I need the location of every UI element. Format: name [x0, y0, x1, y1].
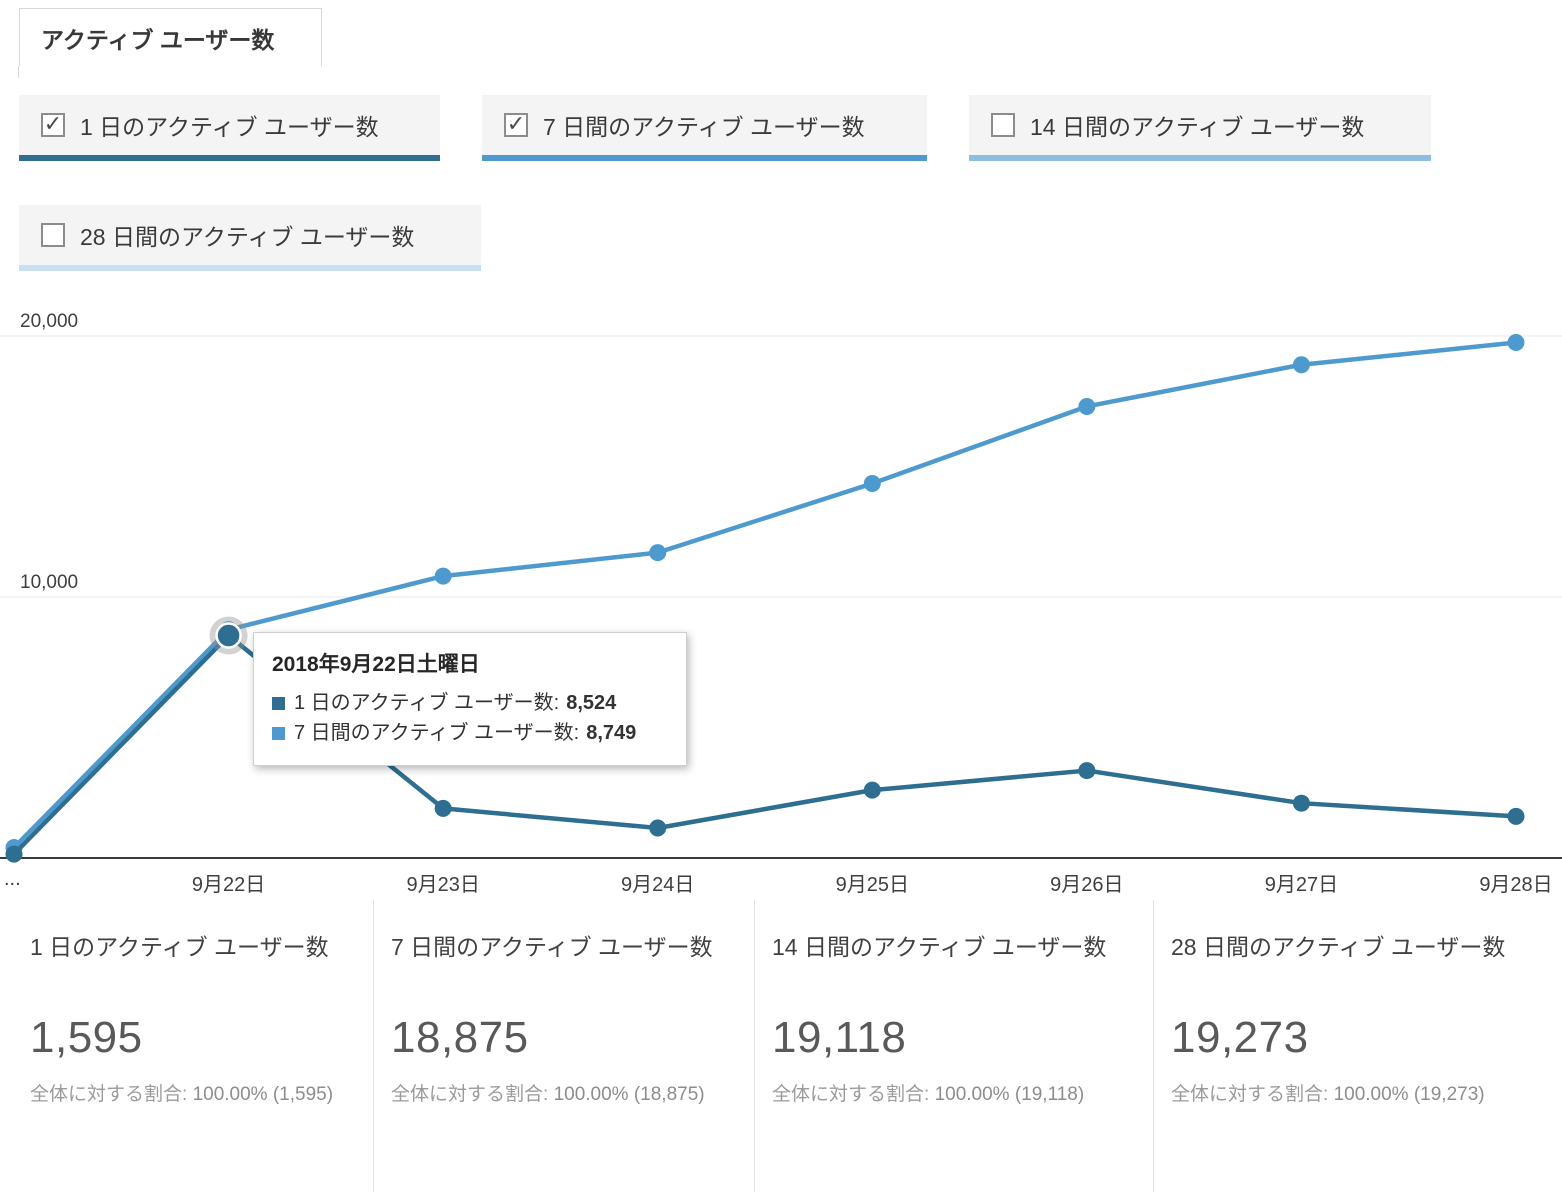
x-axis-label: 9月26日 — [1050, 874, 1124, 896]
data-point[interactable] — [649, 819, 667, 837]
card-value: 19,273 — [1171, 1013, 1309, 1062]
card-1-day-active-users: 1 日のアクティブ ユーザー数 1,595 全体に対する割合: 100.00% … — [0, 900, 374, 1192]
data-point[interactable] — [863, 781, 881, 799]
data-point[interactable] — [1292, 356, 1310, 374]
x-axis-label: 9月23日 — [406, 874, 480, 896]
panel-left-border — [18, 66, 19, 78]
x-axis-label: 9月28日 — [1479, 874, 1553, 896]
card-value: 18,875 — [391, 1013, 529, 1062]
x-axis-label: 9月22日 — [191, 874, 266, 896]
card-28-day-active-users: 28 日間のアクティブ ユーザー数 19,273 全体に対する割合: 100.0… — [1154, 900, 1562, 1192]
x-axis-label: 9月25日 — [835, 874, 909, 896]
tooltip-label: 7 日間のアクティブ ユーザー数: — [294, 722, 580, 744]
checkbox-28-day[interactable] — [41, 223, 65, 247]
share-value: 100.00% (19,118) — [934, 1084, 1085, 1105]
y-axis-label: 10,000 — [20, 572, 79, 593]
card-share: 全体に対する割合: 100.00% (19,118) — [772, 1080, 1102, 1109]
share-label: 全体に対する割合: — [30, 1084, 188, 1105]
series-color-underline — [19, 265, 481, 271]
toggle-label: 28 日間のアクティブ ユーザー数 — [80, 224, 415, 250]
series-color-underline — [969, 155, 1431, 161]
card-14-day-active-users: 14 日間のアクティブ ユーザー数 19,118 全体に対する割合: 100.0… — [755, 900, 1154, 1192]
toggle-14-day-active-users[interactable]: 14 日間のアクティブ ユーザー数 — [969, 95, 1431, 161]
card-title: 14 日間のアクティブ ユーザー数 — [772, 934, 1107, 960]
data-point[interactable] — [5, 845, 23, 863]
tooltip-row-7-day: 7 日間のアクティブ ユーザー数: 8,749 — [272, 718, 668, 748]
card-share: 全体に対する割合: 100.00% (18,875) — [391, 1080, 721, 1109]
data-point[interactable] — [1078, 762, 1096, 780]
series-color-underline — [482, 155, 927, 161]
card-value: 19,118 — [772, 1013, 907, 1062]
card-title: 28 日間のアクティブ ユーザー数 — [1171, 934, 1506, 960]
series-swatch-1-day — [272, 696, 285, 710]
series-line — [11, 340, 1519, 850]
tooltip-row-1-day: 1 日のアクティブ ユーザー数: 8,524 — [272, 688, 668, 718]
chart-tooltip: 2018年9月22日土曜日 1 日のアクティブ ユーザー数: 8,524 7 日… — [253, 632, 687, 766]
checkbox-14-day[interactable] — [991, 113, 1015, 137]
x-axis-label: 9月27日 — [1264, 874, 1339, 896]
data-point[interactable] — [1292, 794, 1310, 812]
tab-label: アクティブ ユーザー数 — [41, 26, 275, 53]
x-axis-label: 9月24日 — [621, 874, 695, 896]
metric-toggles: 1 日のアクティブ ユーザー数 7 日間のアクティブ ユーザー数 14 日間のア… — [0, 66, 1562, 271]
tooltip-value: 8,749 — [586, 722, 637, 744]
card-share: 全体に対する割合: 100.00% (19,273) — [1171, 1080, 1501, 1109]
data-point[interactable] — [1507, 334, 1525, 352]
card-title: 1 日のアクティブ ユーザー数 — [30, 934, 329, 960]
tooltip-value: 8,524 — [566, 692, 617, 714]
series-color-underline — [19, 155, 440, 161]
checkbox-1-day[interactable] — [41, 113, 65, 137]
data-point[interactable] — [434, 567, 452, 585]
toggle-28-day-active-users[interactable]: 28 日間のアクティブ ユーザー数 — [19, 205, 481, 271]
x-axis-label: ... — [4, 868, 21, 890]
share-label: 全体に対する割合: — [1171, 1084, 1329, 1105]
toggle-1-day-active-users[interactable]: 1 日のアクティブ ユーザー数 — [19, 95, 440, 161]
toggle-label: 14 日間のアクティブ ユーザー数 — [1030, 114, 1365, 140]
share-label: 全体に対する割合: — [391, 1084, 549, 1105]
data-point[interactable] — [1507, 807, 1525, 825]
share-value: 100.00% (18,875) — [553, 1084, 705, 1105]
chart-canvas[interactable] — [0, 300, 1562, 900]
checkbox-7-day[interactable] — [504, 113, 528, 137]
data-point[interactable] — [1078, 397, 1096, 415]
tooltip-label: 1 日のアクティブ ユーザー数: — [294, 692, 560, 714]
x-axis: ... 9月22日 9月23日 9月24日 9月25日 9月26日 9月27日 9月28日 — [0, 868, 1562, 898]
toggle-label: 7 日間のアクティブ ユーザー数 — [543, 114, 865, 140]
highlighted-data-point[interactable] — [215, 622, 242, 649]
share-label: 全体に対する割合: — [772, 1084, 930, 1105]
data-point[interactable] — [649, 544, 667, 562]
card-value: 1,595 — [30, 1013, 143, 1062]
tab-active-users[interactable]: アクティブ ユーザー数 — [19, 8, 322, 66]
summary-cards: 1 日のアクティブ ユーザー数 1,595 全体に対する割合: 100.00% … — [0, 900, 1562, 1192]
active-users-chart[interactable]: 10,000 20,000 ... 9月22日 9月23日 9月24日 9月25日 9月26… — [0, 300, 1562, 900]
card-title: 7 日間のアクティブ ユーザー数 — [391, 934, 713, 960]
series-line — [11, 633, 1519, 857]
toggle-7-day-active-users[interactable]: 7 日間のアクティブ ユーザー数 — [482, 95, 927, 161]
tooltip-date: 2018年9月22日土曜日 — [272, 653, 480, 676]
data-point[interactable] — [863, 474, 881, 492]
tab-bar: アクティブ ユーザー数 — [0, 0, 1562, 66]
toggle-label: 1 日のアクティブ ユーザー数 — [80, 114, 379, 140]
data-point[interactable] — [434, 799, 452, 817]
share-value: 100.00% (1,595) — [192, 1084, 334, 1105]
card-share: 全体に対する割合: 100.00% (1,595) — [30, 1080, 351, 1109]
share-value: 100.00% (19,273) — [1333, 1084, 1485, 1105]
series-swatch-7-day — [272, 726, 285, 740]
y-axis-label: 20,000 — [20, 311, 79, 332]
card-7-day-active-users: 7 日間のアクティブ ユーザー数 18,875 全体に対する割合: 100.00… — [374, 900, 755, 1192]
